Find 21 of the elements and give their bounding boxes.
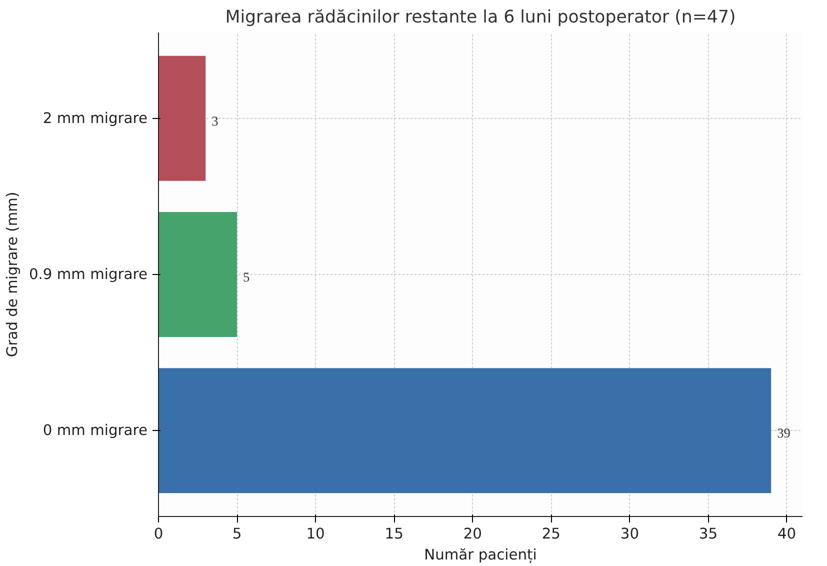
- data-label: 5: [243, 270, 250, 284]
- x-tick-label: 25: [542, 526, 561, 542]
- data-label: 3: [212, 113, 219, 128]
- x-tick-label: 5: [232, 526, 242, 542]
- y-axis-title: Grad de migrare (mm): [4, 192, 21, 358]
- x-tick-label: 10: [306, 526, 325, 542]
- x-tick-label: 15: [384, 526, 404, 542]
- y-tick-label: 2 mm migrare: [42, 110, 148, 127]
- y-tick-label: 0 mm migrare: [42, 422, 148, 440]
- bar: [158, 368, 772, 494]
- x-tick-label: 30: [620, 526, 640, 542]
- x-tick-label: 0: [154, 526, 164, 542]
- x-tick-label: 20: [463, 526, 482, 542]
- x-tick-label: 40: [777, 526, 796, 542]
- bar: [158, 56, 206, 181]
- bar: [158, 212, 238, 337]
- data-label: 39: [777, 426, 791, 441]
- x-axis-title: Număr pacienți: [424, 546, 537, 564]
- x-tick-label: 35: [698, 526, 718, 542]
- chart-title: Migrarea rădăcinilor restante la 6 luni postoperator (n=47): [225, 8, 736, 28]
- y-tick-label: 0.9 mm migrare: [28, 266, 148, 283]
